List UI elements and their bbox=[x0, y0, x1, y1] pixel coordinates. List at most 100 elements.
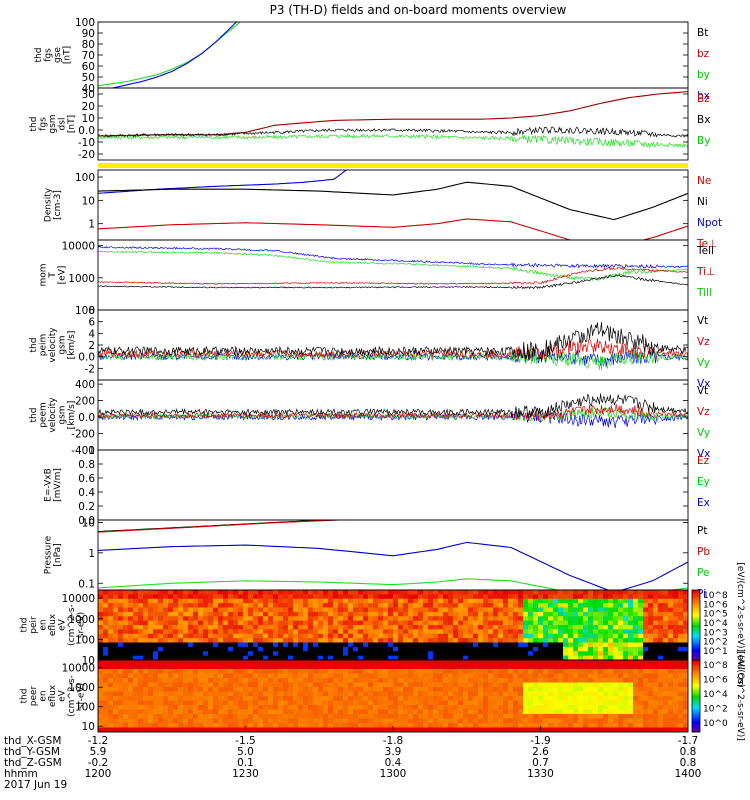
spectrogram-cell bbox=[578, 664, 584, 670]
spectrogram-cell bbox=[218, 642, 224, 648]
spectrogram-cell bbox=[398, 594, 404, 600]
spectrogram-cell bbox=[133, 611, 139, 617]
y-tick-label: -10 bbox=[78, 137, 95, 149]
spectrogram-cell bbox=[138, 660, 144, 666]
spectrogram-cell bbox=[298, 594, 304, 600]
spectrogram-cell bbox=[178, 691, 184, 697]
spectrogram-cell bbox=[513, 687, 519, 693]
spectrogram-cell bbox=[398, 723, 404, 729]
spectrogram-cell bbox=[123, 611, 129, 617]
spectrogram-cell bbox=[363, 709, 369, 715]
spectrogram-cell bbox=[288, 646, 294, 652]
spectrogram-cell bbox=[348, 727, 354, 732]
spectrogram-cell bbox=[398, 678, 404, 684]
spectrogram-cell bbox=[508, 638, 514, 644]
spectrogram-cell bbox=[168, 633, 174, 639]
spectrogram-cell bbox=[548, 714, 554, 720]
spectrogram-cell bbox=[403, 629, 409, 635]
spectrogram-cell bbox=[388, 664, 394, 670]
spectrogram-cell bbox=[603, 705, 609, 711]
spectrogram-cell bbox=[498, 673, 504, 679]
spectrogram-cell bbox=[248, 691, 254, 697]
spectrogram-cell bbox=[183, 718, 189, 724]
colorbar-cell bbox=[692, 605, 700, 608]
spectrogram-cell bbox=[423, 709, 429, 715]
spectrogram-cell bbox=[148, 709, 154, 715]
spectrogram-cell bbox=[233, 700, 239, 706]
spectrogram-cell bbox=[313, 705, 319, 711]
spectrogram-cell bbox=[313, 607, 319, 613]
spectrogram-cell bbox=[623, 607, 629, 613]
spectrogram-cell bbox=[658, 590, 664, 595]
spectrogram-cell bbox=[213, 691, 219, 697]
spectrogram-cell bbox=[463, 678, 469, 684]
spectrogram-cell bbox=[323, 590, 329, 595]
spectrogram-cell bbox=[343, 594, 349, 600]
spectrogram-cell bbox=[208, 611, 214, 617]
spectrogram-cell bbox=[293, 664, 299, 670]
spectrogram-cell bbox=[168, 678, 174, 684]
spectrogram-cell bbox=[253, 642, 259, 648]
spectrogram-cell bbox=[198, 611, 204, 617]
spectrogram-cell bbox=[513, 714, 519, 720]
spectrogram-cell bbox=[638, 714, 644, 720]
spectrogram-cell bbox=[353, 696, 359, 702]
spectrogram-cell bbox=[263, 669, 269, 675]
spectrogram-cell bbox=[263, 700, 269, 706]
spectrogram-cell bbox=[118, 651, 124, 657]
spectrogram-cell bbox=[423, 691, 429, 697]
spectrogram-cell bbox=[158, 655, 164, 660]
x-tick-label: 1400 bbox=[675, 768, 702, 780]
spectrogram-cell bbox=[593, 620, 599, 626]
spectrogram-cell bbox=[113, 700, 119, 706]
spectrogram-cell bbox=[403, 611, 409, 617]
spectrogram-cell bbox=[578, 705, 584, 711]
spectrogram-cell bbox=[253, 603, 259, 609]
spectrogram-cell bbox=[213, 633, 219, 639]
spectrogram-cell bbox=[183, 642, 189, 648]
spectrogram-cell bbox=[263, 611, 269, 617]
spectrogram-cell bbox=[173, 638, 179, 644]
spectrogram-cell bbox=[613, 646, 619, 652]
spectrogram-cell bbox=[358, 629, 364, 635]
spectrogram-cell bbox=[343, 620, 349, 626]
spectrogram-cell bbox=[513, 660, 519, 666]
spectrogram-cell bbox=[108, 611, 114, 617]
spectrogram-cell bbox=[423, 603, 429, 609]
spectrogram-cell bbox=[583, 687, 589, 693]
spectrogram-cell bbox=[573, 691, 579, 697]
spectrogram-cell bbox=[218, 682, 224, 688]
spectrogram-cell bbox=[508, 705, 514, 711]
spectrogram-cell bbox=[278, 700, 284, 706]
spectrogram-cell bbox=[343, 664, 349, 670]
spectrogram-cell bbox=[298, 700, 304, 706]
spectrogram-cell bbox=[288, 678, 294, 684]
spectrogram-cell bbox=[283, 651, 289, 657]
spectrogram-cell bbox=[113, 696, 119, 702]
spectrogram-cell bbox=[508, 660, 514, 666]
spectrogram-cell bbox=[578, 660, 584, 666]
spectrogram-cell bbox=[288, 638, 294, 644]
spectrogram-cell bbox=[558, 696, 564, 702]
spectrogram-cell bbox=[323, 727, 329, 732]
spectrogram-cell bbox=[673, 709, 679, 715]
spectrogram-cell bbox=[373, 718, 379, 724]
colorbar-cell bbox=[692, 660, 700, 663]
spectrogram-cell bbox=[543, 727, 549, 732]
spectrogram-cell bbox=[158, 607, 164, 613]
spectrogram-cell bbox=[533, 696, 539, 702]
spectrogram-cell bbox=[98, 651, 104, 657]
spectrogram-cell bbox=[578, 646, 584, 652]
spectrogram-cell bbox=[523, 629, 529, 635]
spectrogram-cell bbox=[328, 682, 334, 688]
spectrogram-cell bbox=[268, 629, 274, 635]
spectrogram-cell bbox=[408, 625, 414, 630]
series-Ti⊥ bbox=[98, 266, 688, 285]
spectrogram-cell bbox=[538, 714, 544, 720]
spectrogram-cell bbox=[478, 660, 484, 666]
y-tick-label: 40 bbox=[82, 83, 95, 95]
spectrogram-cell bbox=[533, 625, 539, 630]
spectrogram-cell bbox=[648, 714, 654, 720]
spectrogram-cell bbox=[328, 678, 334, 684]
spectrogram-cell bbox=[123, 594, 129, 600]
